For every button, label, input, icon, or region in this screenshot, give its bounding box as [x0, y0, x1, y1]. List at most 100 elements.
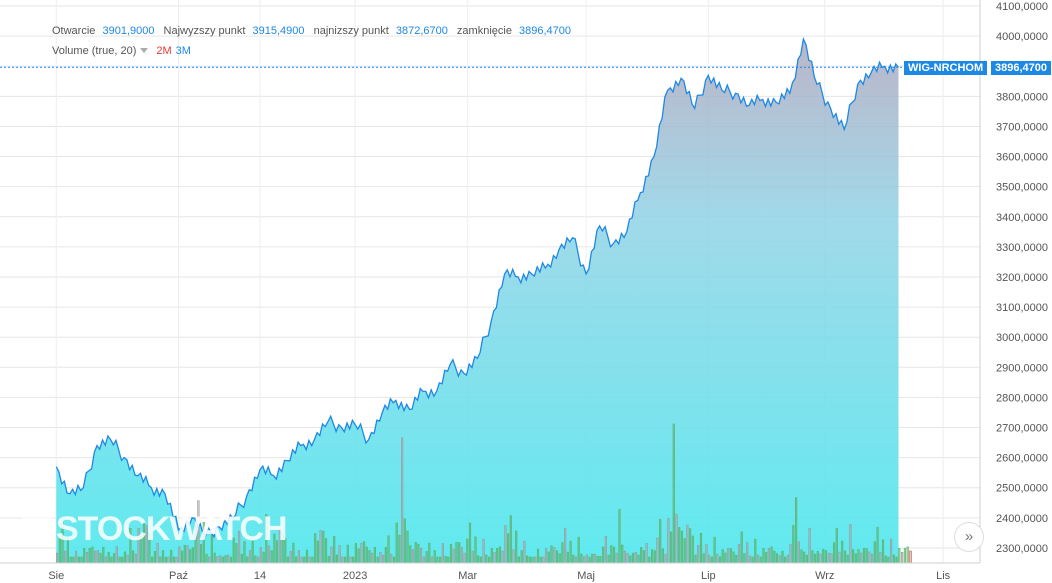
volume-bar: [213, 552, 216, 564]
y-tick-label: 3800,0000: [996, 91, 1048, 103]
volume-bar: [767, 547, 770, 564]
volume-label[interactable]: Volume (true, 20): [52, 45, 137, 57]
volume-bar: [561, 542, 564, 564]
volume-bar: [555, 550, 559, 564]
volume-bar: [743, 553, 746, 564]
volume-bar: [547, 551, 550, 564]
volume-bar: [525, 555, 529, 564]
open-value: 3901,9000: [102, 25, 155, 37]
chevron-down-icon[interactable]: [140, 48, 149, 53]
close-value: 3896,4700: [519, 25, 572, 37]
volume-bar: [694, 554, 697, 564]
volume-bar: [175, 556, 178, 564]
volume-bar: [898, 547, 901, 564]
volume-bar: [661, 548, 664, 564]
volume-bar: [479, 556, 483, 564]
volume-bar: [669, 531, 673, 564]
volume-bar: [303, 556, 306, 564]
volume-bar: [593, 553, 597, 564]
volume-bar: [805, 554, 808, 564]
volume-bar: [221, 556, 224, 564]
volume-bar: [653, 550, 656, 564]
x-tick-label: Wrz: [815, 570, 834, 582]
volume-bar: [721, 549, 724, 564]
volume-bar: [292, 542, 295, 564]
volume-bar: [115, 546, 118, 564]
scroll-to-latest-button[interactable]: »: [954, 522, 984, 552]
volume-bar: [623, 550, 626, 564]
volume-bar: [634, 551, 637, 564]
volume-bar: [520, 550, 523, 564]
volume-bar: [300, 556, 303, 564]
volume-bar: [338, 545, 341, 564]
volume-bar: [621, 544, 624, 564]
volume-bar: [724, 552, 727, 564]
y-tick-label: 2400,0000: [996, 513, 1048, 525]
volume-bar: [517, 556, 520, 564]
volume-bar: [588, 556, 591, 564]
volume-bar: [773, 550, 776, 564]
volume-bar: [398, 534, 401, 564]
open-label: Otwarcie: [52, 25, 96, 37]
volume-bar: [596, 555, 599, 564]
x-tick-label: Lip: [701, 570, 716, 582]
series-name-tag: WIG-NRCHOM: [904, 61, 988, 75]
volume-bar: [528, 556, 531, 564]
volume-bar: [487, 556, 491, 564]
y-tick-label: 2500,0000: [996, 483, 1048, 495]
volume-bar: [335, 554, 339, 564]
volume-bar: [286, 556, 290, 564]
volume-bar: [868, 551, 871, 564]
volume-bar: [392, 556, 396, 564]
volume-bar: [843, 550, 847, 564]
x-tick-label: Mar: [458, 570, 477, 582]
volume-bar: [680, 530, 683, 564]
volume-bar: [835, 528, 838, 564]
volume-bar: [324, 538, 328, 564]
volume-bar: [563, 528, 567, 564]
volume-bar: [816, 551, 819, 564]
volume-bar: [854, 553, 857, 564]
volume-bar: [762, 547, 765, 564]
volume-bar: [417, 543, 420, 564]
volume-bar: [118, 556, 121, 564]
x-tick-label: Maj: [577, 570, 595, 582]
volume-bar: [906, 546, 909, 564]
volume-bar: [697, 545, 700, 564]
volume-bar: [72, 556, 75, 564]
volume-bar: [354, 543, 358, 564]
volume-bar: [327, 556, 330, 564]
volume-bar: [531, 556, 534, 564]
volume-bar: [824, 550, 827, 564]
volume-bar: [574, 556, 578, 564]
volume-bar: [485, 554, 488, 564]
volume-bar: [189, 549, 192, 564]
volume-bar: [319, 530, 322, 564]
volume-bar: [612, 546, 616, 564]
volume-bar: [94, 550, 97, 564]
volume-bar: [346, 544, 349, 564]
volume-bar: [879, 552, 882, 564]
volume-bar: [362, 541, 366, 564]
volume-bar: [851, 549, 855, 564]
volume-bar: [55, 552, 59, 564]
volume-bar: [379, 551, 382, 564]
volume-bar: [718, 556, 722, 564]
volume-legend[interactable]: Volume (true, 20) 2M 3M: [52, 45, 197, 57]
volume-bar: [876, 527, 879, 564]
volume-bar: [240, 553, 243, 564]
volume-bar: [534, 556, 537, 564]
volume-bar: [536, 548, 540, 564]
volume-bar: [430, 556, 434, 564]
y-tick-label: 3700,0000: [996, 121, 1048, 133]
volume-bar: [808, 527, 811, 564]
volume-bar: [471, 550, 474, 564]
volume-bar: [474, 536, 477, 564]
volume-bar: [884, 555, 887, 564]
volume-bar: [691, 535, 694, 564]
volume-bar: [161, 550, 165, 564]
volume-bar: [373, 546, 377, 564]
volume-bar: [381, 554, 385, 564]
volume-bar: [110, 556, 113, 564]
